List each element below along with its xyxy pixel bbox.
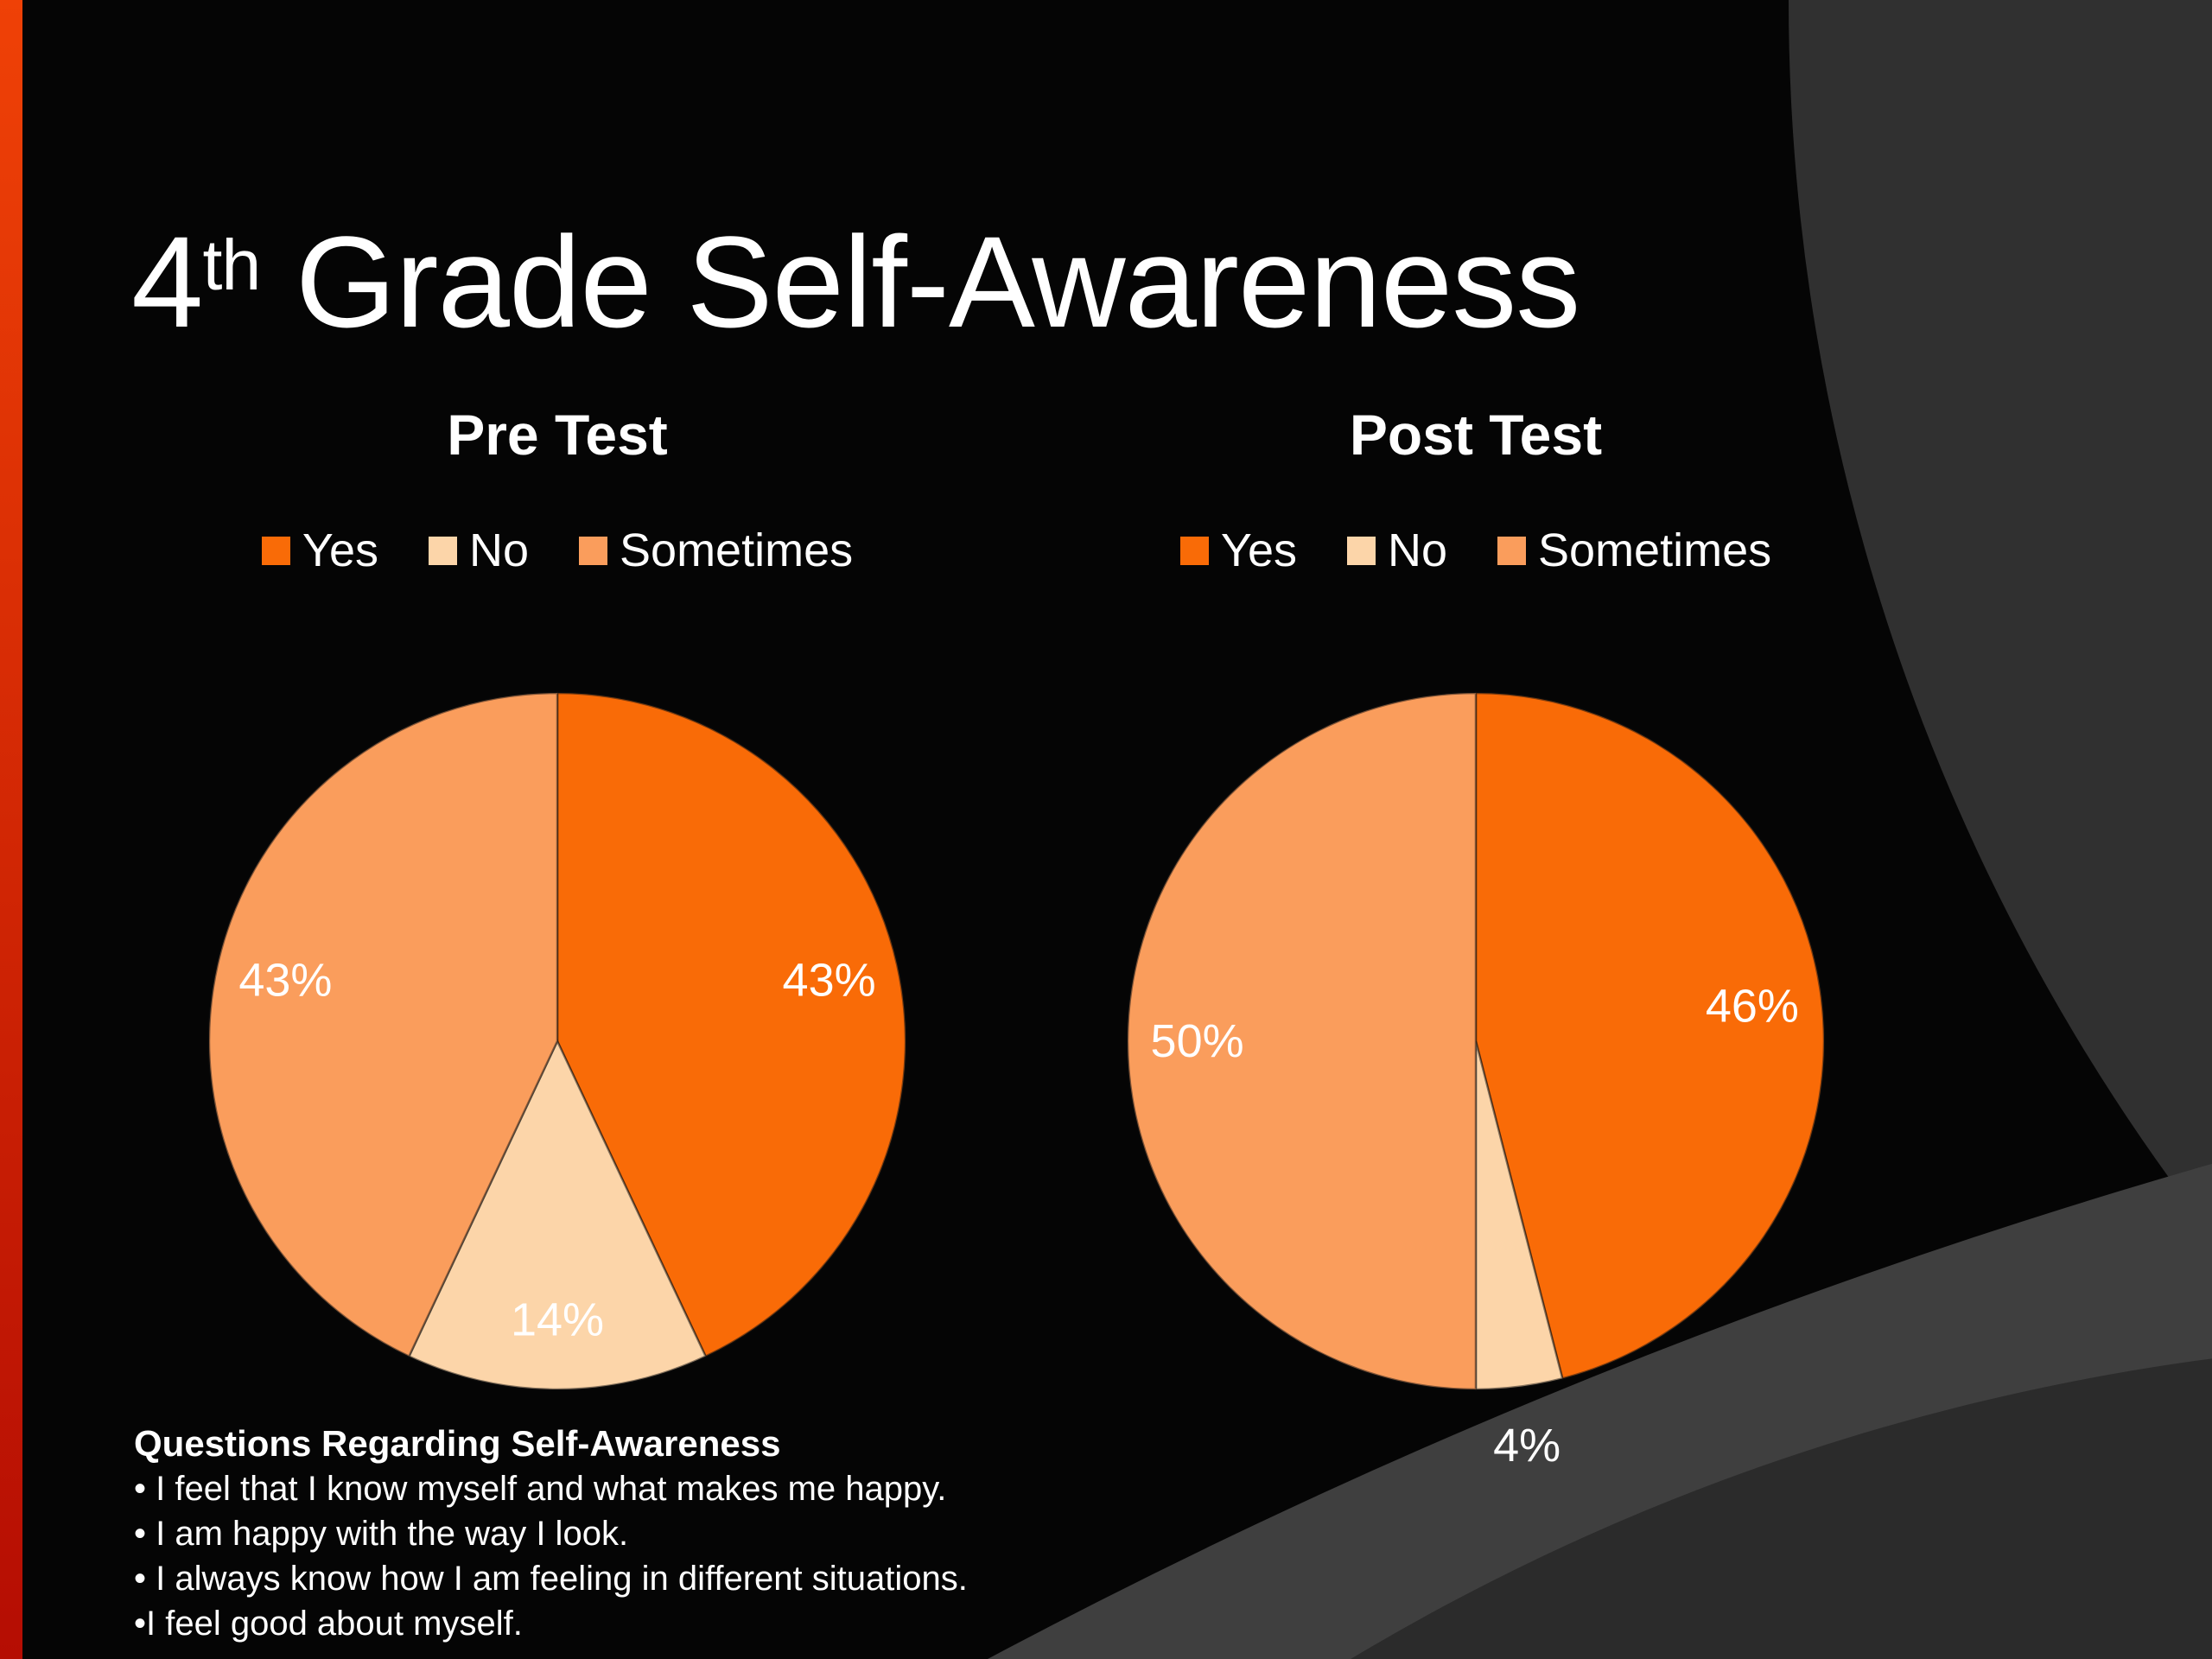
question-item: • I feel that I know myself and what mak… [134, 1470, 947, 1508]
questions-block: Questions Regarding Self-Awareness • I f… [134, 1421, 1214, 1646]
legend-label-no: No [468, 524, 530, 576]
question-item: • I always know how I am feeling in diff… [134, 1560, 968, 1598]
legend-item-no: No [1346, 524, 1448, 576]
pie-value-label: 46% [1706, 981, 1799, 1033]
legend-swatch-no [428, 536, 457, 565]
pie-slice-sometimes [207, 691, 559, 1358]
legend-item-sometimes: Sometimes [579, 527, 853, 574]
chart-title-post-test: Post Test [1349, 403, 1603, 467]
chart-legend-post-test: Yes No Sometimes [1052, 527, 1899, 574]
legend-item-yes: Yes [261, 524, 378, 576]
chart-legend-pre-test: Yes No Sometimes [134, 527, 981, 574]
pie-value-label: 14% [511, 1294, 604, 1345]
accent-strip [0, 0, 22, 1659]
pie-slice-yes [1474, 691, 1826, 1380]
slide-title-rest: Grade Self-Awareness [260, 208, 1580, 354]
legend-swatch-sometimes [1497, 536, 1527, 565]
post-test-chart: Post Test Yes No Sometimes 46% 4% 50% [1052, 403, 1899, 1471]
pie-value-label: 4% [1493, 1420, 1560, 1471]
legend-label-sometimes: Sometimes [1538, 524, 1772, 576]
legend-swatch-no [1346, 536, 1376, 565]
pre-test-chart: Pre Test Yes No Sometimes 43% 14% 43% [134, 403, 981, 1391]
legend-label-no: No [1387, 524, 1448, 576]
legend-label-yes: Yes [302, 524, 378, 576]
legend-swatch-yes [1179, 536, 1209, 565]
pie-chart-pre-test: 43% 14% 43% [207, 691, 907, 1391]
legend-item-no: No [428, 524, 530, 576]
pie-slice-no [407, 1039, 708, 1391]
question-item: •I feel good about myself. [134, 1605, 523, 1643]
pie-value-label: 43% [783, 955, 876, 1007]
slide-title-number: 4 [131, 208, 203, 354]
pie-slice-yes [556, 691, 907, 1358]
pie-value-label: 50% [1151, 1015, 1244, 1067]
slide-title-superscript: th [202, 225, 261, 305]
questions-heading: Questions Regarding Self-Awareness [134, 1423, 781, 1464]
slide-title: 4th Grade Self-Awareness [131, 217, 1580, 346]
legend-item-yes: Yes [1179, 524, 1297, 576]
pie-chart-post-test: 46% 4% 50% [1126, 691, 1826, 1471]
legend-item-sometimes: Sometimes [1497, 527, 1771, 574]
legend-label-sometimes: Sometimes [620, 524, 854, 576]
chart-title-pre-test: Pre Test [447, 403, 668, 467]
legend-swatch-sometimes [579, 536, 608, 565]
legend-swatch-yes [261, 536, 290, 565]
pie-slice-sometimes [1126, 691, 1478, 1391]
question-item: • I am happy with the way I look. [134, 1515, 629, 1553]
pie-value-label: 43% [238, 955, 332, 1007]
legend-label-yes: Yes [1220, 524, 1297, 576]
